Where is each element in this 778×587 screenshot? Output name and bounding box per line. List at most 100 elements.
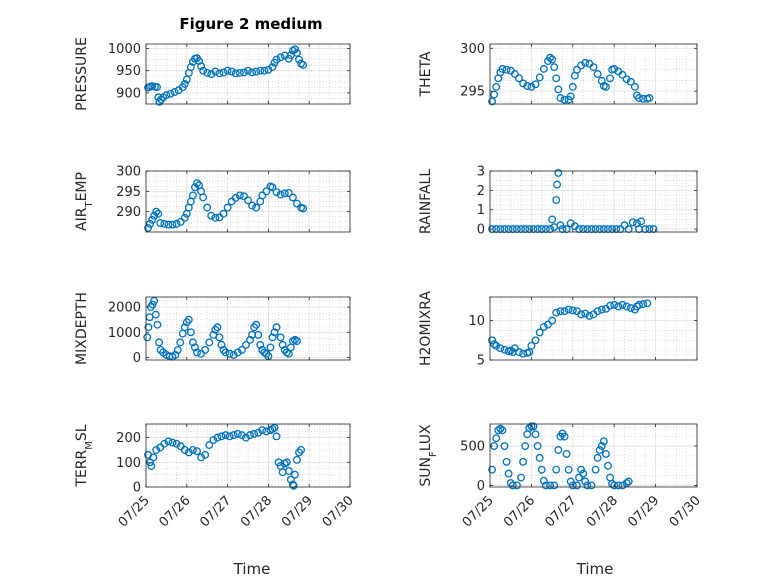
data-point	[290, 470, 299, 479]
data-point	[246, 431, 254, 440]
y-axis-label: RAINFALL	[418, 169, 434, 234]
data-point	[604, 461, 612, 470]
x-tick-label: 07/26	[501, 493, 538, 530]
y-tick-label: 295	[460, 85, 485, 100]
data-point	[297, 445, 305, 454]
data-point	[144, 323, 153, 332]
data-point	[276, 190, 285, 199]
data-point	[548, 316, 557, 325]
y-axis-label: THETA	[418, 51, 434, 97]
data-point	[593, 453, 602, 462]
data-point	[188, 338, 197, 347]
data-point	[235, 191, 244, 200]
data-points	[488, 299, 652, 358]
data-point	[149, 453, 158, 462]
data-point	[521, 442, 530, 450]
data-point	[284, 189, 293, 197]
axes-box	[145, 296, 351, 361]
data-point	[191, 183, 199, 192]
data-point	[539, 476, 548, 485]
data-point	[186, 328, 195, 337]
data-point	[500, 442, 509, 450]
data-point	[156, 345, 165, 354]
data-point	[205, 441, 214, 449]
data-point	[252, 320, 261, 329]
data-point	[554, 85, 563, 94]
data-point	[517, 473, 525, 482]
data-point	[599, 437, 608, 446]
data-points	[488, 53, 654, 106]
y-tick-label: 0	[133, 351, 141, 366]
data-point	[624, 477, 633, 486]
data-point	[215, 69, 224, 78]
data-point	[217, 432, 226, 441]
data-point	[488, 336, 497, 345]
data-points	[144, 423, 305, 490]
x-tick-label: 07/27	[543, 493, 580, 530]
data-point	[242, 433, 250, 442]
data-point	[572, 65, 581, 74]
axes-box	[145, 43, 351, 105]
data-point	[278, 340, 287, 349]
data-point	[173, 345, 182, 354]
data-point	[205, 338, 214, 347]
data-point	[593, 307, 602, 316]
data-point	[184, 315, 193, 324]
data-point	[150, 296, 159, 305]
data-point	[288, 193, 297, 202]
data-point	[591, 465, 600, 474]
data-point	[645, 94, 654, 102]
data-point	[560, 307, 569, 316]
data-point	[614, 481, 623, 490]
data-point	[556, 221, 565, 230]
data-point	[258, 426, 267, 435]
data-point	[180, 213, 189, 222]
data-point	[531, 80, 540, 89]
data-point	[193, 348, 201, 357]
data-point	[289, 481, 298, 490]
data-point	[508, 481, 517, 490]
data-point	[552, 465, 561, 474]
data-point	[231, 69, 240, 78]
data-point	[529, 422, 538, 431]
grid	[489, 170, 698, 232]
data-point	[562, 449, 571, 458]
data-point	[618, 300, 627, 309]
data-point	[556, 94, 565, 102]
data-point	[587, 481, 596, 490]
data-point	[622, 302, 631, 311]
data-point	[284, 466, 293, 475]
data-point	[147, 462, 156, 470]
data-point	[635, 300, 643, 309]
data-point	[488, 465, 497, 474]
data-point	[581, 58, 590, 67]
data-point	[223, 203, 232, 212]
y-tick-label: 10	[468, 314, 485, 329]
data-point	[152, 207, 161, 216]
data-point	[597, 76, 606, 85]
data-point	[601, 449, 610, 458]
data-point	[164, 220, 173, 229]
data-point	[203, 68, 212, 77]
axes-box	[489, 43, 698, 105]
data-point	[566, 477, 575, 486]
data-point	[293, 337, 301, 346]
data-point	[506, 346, 515, 355]
data-point	[606, 301, 615, 310]
data-point	[539, 64, 548, 73]
data-point	[535, 328, 544, 337]
data-point	[554, 446, 563, 454]
data-point	[566, 92, 575, 101]
y-tick-label: 900	[116, 86, 141, 101]
y-tick-label: 100	[116, 456, 141, 471]
data-point	[550, 63, 559, 72]
y-tick-label: 0	[133, 481, 141, 496]
data-point	[165, 352, 174, 361]
data-point	[630, 82, 639, 91]
data-point	[146, 219, 155, 228]
data-point	[577, 310, 586, 319]
y-tick-label: 200	[116, 431, 141, 446]
data-point	[260, 66, 269, 75]
data-point	[494, 426, 503, 435]
